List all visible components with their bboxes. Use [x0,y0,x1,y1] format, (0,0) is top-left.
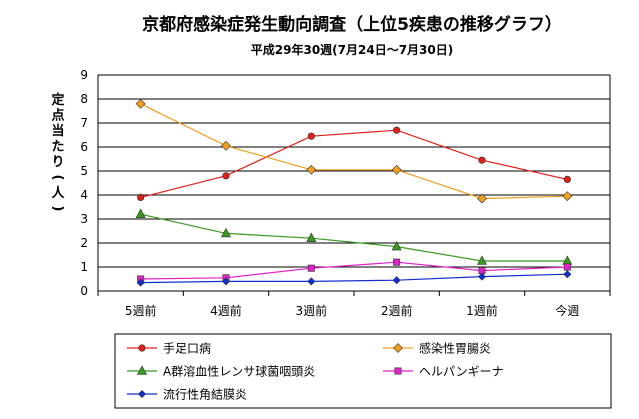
axes: 0 1 2 3 4 5 6 7 8 9 5週前 4週前 3週前 2週前 1週前 今週 [80,68,611,318]
data-point [221,227,231,238]
data-point [393,258,401,266]
series-line [140,103,568,200]
legend-item: 手足口病 [127,341,211,356]
x-tick-label: 今週 [555,303,579,318]
data-point [563,175,571,183]
data-point [307,132,315,140]
data-point [563,270,572,279]
y-axis-title-char: た [51,140,64,155]
legend-item: 感染性胃腸炎 [383,341,491,356]
data-point [306,164,317,175]
data-point [391,164,402,175]
data-point [307,264,315,272]
data-point [135,98,146,109]
data-point [392,276,401,285]
data-point [393,126,401,134]
data-point [306,232,317,242]
y-axis-title-char: ) [50,206,65,212]
legend-label: 流行性角結膜炎 [163,388,247,402]
series-0 [137,126,571,201]
data-point [562,191,573,202]
y-tick-label: 4 [80,188,88,202]
data-point [477,193,487,204]
x-tick-label: 2週前 [381,303,413,318]
series-1 [135,98,573,204]
data-point [307,277,316,286]
y-tick-label: 5 [80,164,88,178]
y-axis-title-char: 人 [51,185,65,201]
data-point [221,140,231,151]
y-tick-label: 6 [80,140,88,154]
x-tick-label: 4週前 [210,303,242,318]
legend-swatch-marker [138,344,146,352]
y-tick-label: 8 [80,92,88,106]
legend-swatch-marker [393,343,403,353]
legend-item: ヘルパンギーナ [383,365,504,379]
data-point [135,208,146,218]
x-tick-label: 1週前 [466,303,498,318]
legend-label: 手足口病 [163,341,211,356]
legend-swatch-marker [137,365,147,375]
chart-subtitle: 平成29年30週(7月24日～7月30日) [251,42,453,57]
data-point [137,193,145,201]
data-point [391,240,402,251]
y-tick-label: 1 [80,260,88,274]
data-point [222,172,230,180]
series-4 [136,270,572,287]
legend-label: A群溶血性レンサ球菌咽頭炎 [163,364,315,379]
y-tick-label: 2 [80,236,88,250]
y-axis-title-char: 定 [50,92,64,108]
y-tick-label: 0 [80,284,88,298]
legend-label: ヘルパンギーナ [419,365,504,379]
y-tick-label: 3 [80,212,88,226]
series-line [140,261,568,280]
x-tick-label: 3週前 [296,303,328,318]
y-tick-label: 7 [80,116,88,130]
series-line [140,273,568,284]
x-tick-label: 5週前 [125,303,157,318]
y-tick-label: 9 [80,68,88,82]
series-3 [137,258,571,283]
data-point [563,263,571,271]
series-2 [135,208,573,265]
legend-swatch-marker [394,367,402,375]
series-line [140,129,568,198]
y-axis-title-char: 当 [51,123,64,139]
y-axis-title-char: 点 [51,108,64,124]
data-point [221,277,231,286]
legend-item: 流行性角結膜炎 [127,388,247,402]
data-point [477,272,487,281]
y-axis-title-char: り [51,155,64,170]
gridlines [98,74,610,268]
series-layer [135,98,573,287]
legend-box [114,333,612,409]
legend-label: 感染性胃腸炎 [419,341,491,356]
data-point [477,255,487,265]
legend-swatch-marker [137,389,147,399]
series-line [140,213,568,262]
legend-item: A群溶血性レンサ球菌咽頭炎 [127,364,315,379]
y-axis-title-char: ( [50,175,65,181]
data-point [562,255,573,265]
data-point [478,156,486,164]
data-point [136,278,145,287]
chart-title: 京都府感染症発生動向調査（上位5疾患の推移グラフ） [142,14,562,35]
